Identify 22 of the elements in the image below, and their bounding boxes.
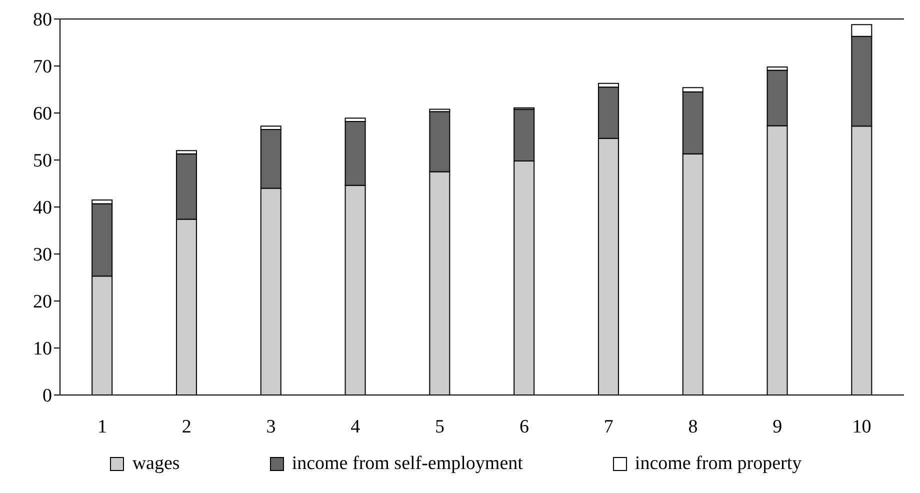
legend-label: income from self-employment (292, 453, 523, 475)
y-tick-label: 30 (33, 244, 52, 266)
y-tick-label: 60 (33, 104, 52, 125)
y-tick-label: 50 (33, 150, 52, 172)
legend-label: income from property (634, 453, 802, 475)
legend-label: wages (132, 453, 180, 475)
y-tick-label: 10 (33, 338, 52, 360)
x-tick-label: 7 (604, 416, 614, 438)
x-tick-label: 4 (350, 416, 361, 438)
x-tick-label: 9 (772, 416, 782, 438)
y-tick-label: 20 (33, 292, 52, 313)
y-tick-label: 80 (33, 10, 52, 31)
y-tick-label: 0 (42, 386, 52, 407)
x-tick-label: 5 (435, 416, 445, 438)
y-tick-label: 40 (33, 198, 52, 219)
x-tick-label: 8 (688, 416, 698, 438)
x-tick-label: 1 (97, 416, 107, 438)
x-tick-label: 2 (182, 416, 192, 438)
y-tick-label: 70 (33, 56, 52, 78)
x-tick-label: 6 (519, 416, 529, 438)
x-tick-label: 3 (266, 416, 276, 438)
x-tick-label: 10 (852, 416, 872, 438)
